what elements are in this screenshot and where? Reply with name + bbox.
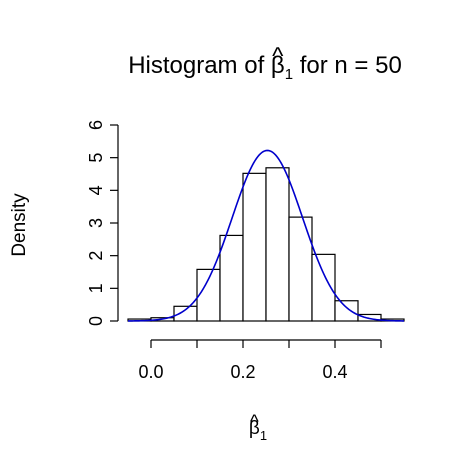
y-tick-label-0: 0 (86, 316, 106, 326)
y-tick-label-3: 3 (86, 218, 106, 228)
x-axis-label-subscript: 1 (260, 428, 267, 443)
y-tick-label-2: 2 (86, 251, 106, 261)
x-axis-label: β1 (249, 418, 267, 443)
x-tick-label-4: 0.4 (322, 362, 347, 382)
histogram-bar-6 (265, 167, 290, 322)
plot-area: 0.0 0.2 0.4 0 1 2 3 4 5 6 (86, 120, 405, 382)
y-axis-label: Density (9, 193, 30, 257)
y-tick-label-1: 1 (86, 283, 106, 293)
title-subscript: 1 (285, 66, 293, 83)
x-tick-label-0: 0.0 (138, 362, 163, 382)
histogram-bar-9 (334, 300, 359, 322)
density-curve (127, 149, 405, 322)
histogram-bar-2 (173, 305, 198, 322)
histogram-bar-5 (242, 172, 267, 322)
x-axis-label-symbol: β (249, 418, 260, 439)
x-tick-label-2: 0.2 (230, 362, 255, 382)
histogram-bar-8 (311, 253, 336, 322)
histogram-bar-3 (196, 268, 221, 322)
y-tick-label-6: 6 (86, 120, 106, 130)
title-suffix: for n = 50 (293, 52, 402, 79)
x-axis-label-hat: ^ (250, 412, 259, 433)
y-tick-label-5: 5 (86, 153, 106, 163)
chart-title: Histogram of β1 for n = 50 (128, 52, 402, 83)
histogram-bar-4 (219, 234, 244, 322)
title-prefix: Histogram of (128, 52, 271, 79)
title-symbol: β (271, 52, 285, 79)
title-hat: ^ (272, 43, 284, 70)
y-tick-label-4: 4 (86, 185, 106, 195)
